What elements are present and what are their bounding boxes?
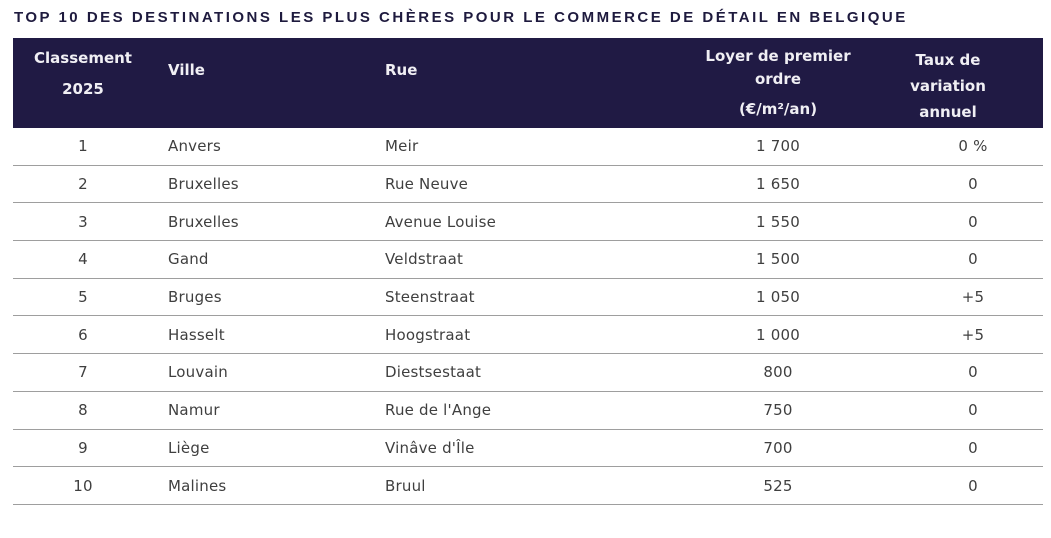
table-row: 4 Gand Veldstraat 1 500 0 bbox=[13, 241, 1043, 279]
cell-rank: 10 bbox=[73, 476, 93, 495]
cell-variation: 0 bbox=[968, 250, 978, 269]
cell-rank: 6 bbox=[78, 325, 88, 344]
cell-street: Avenue Louise bbox=[385, 212, 497, 231]
cell-rent: 525 bbox=[763, 476, 793, 495]
cell-city: Gand bbox=[168, 250, 209, 269]
cell-street: Meir bbox=[385, 137, 419, 156]
page: TOP 10 DES DESTINATIONS LES PLUS CHÈRES … bbox=[0, 9, 1051, 505]
table-row: 6 Hasselt Hoogstraat 1 000 +5 bbox=[13, 316, 1043, 355]
col-header-classement-line2: 2025 bbox=[62, 80, 104, 98]
table-row: 1 Anvers Meir 1 700 0 % bbox=[13, 128, 1043, 166]
cell-variation: +5 bbox=[961, 288, 985, 307]
cell-city: Bruxelles bbox=[168, 212, 239, 231]
cell-rank: 9 bbox=[78, 438, 88, 457]
cell-rent: 700 bbox=[763, 438, 793, 457]
cell-variation: 0 % bbox=[958, 137, 988, 156]
cell-city: Bruxelles bbox=[168, 175, 239, 194]
cell-variation: 0 bbox=[968, 175, 978, 194]
col-header-classement: Classement 2025 bbox=[13, 38, 153, 128]
table-row: 7 Louvain Diestsestaat 800 0 bbox=[13, 354, 1043, 392]
cell-variation: 0 bbox=[968, 476, 978, 495]
cell-street: Vinâve d'Île bbox=[385, 438, 475, 457]
cell-street: Diestsestaat bbox=[385, 363, 482, 382]
col-header-taux: Taux de variation annuel bbox=[903, 38, 1043, 128]
col-header-rue-label: Rue bbox=[385, 61, 418, 79]
cell-rank: 4 bbox=[78, 250, 88, 269]
cell-rank: 7 bbox=[78, 363, 88, 382]
table-row: 8 Namur Rue de l'Ange 750 0 bbox=[13, 391, 1043, 430]
table-row: 10 Malines Bruul 525 0 bbox=[13, 467, 1043, 505]
col-header-classement-line1: Classement bbox=[34, 49, 132, 67]
cell-rank: 5 bbox=[78, 288, 88, 307]
cell-street: Steenstraat bbox=[385, 288, 475, 307]
col-header-ville-label: Ville bbox=[168, 61, 205, 79]
cell-rent: 800 bbox=[763, 363, 793, 382]
cell-city: Malines bbox=[168, 476, 227, 495]
col-header-rue: Rue bbox=[368, 38, 653, 128]
table-header-row: Classement 2025 Ville Rue Loyer de premi… bbox=[13, 38, 1043, 128]
cell-street: Veldstraat bbox=[385, 250, 464, 269]
cell-variation: +5 bbox=[961, 325, 985, 344]
col-header-loyer: Loyer de premier ordre (€/m²/an) bbox=[653, 38, 903, 128]
cell-street: Rue de l'Ange bbox=[385, 401, 492, 420]
cell-city: Namur bbox=[168, 401, 220, 420]
cell-city: Hasselt bbox=[168, 325, 225, 344]
cell-rank: 1 bbox=[78, 137, 88, 156]
cell-rent: 1 050 bbox=[756, 288, 800, 307]
cell-rent: 1 650 bbox=[756, 175, 800, 194]
cell-rent: 1 700 bbox=[756, 137, 800, 156]
cell-city: Liège bbox=[168, 438, 210, 457]
cell-rank: 3 bbox=[78, 212, 88, 231]
cell-rent: 1 500 bbox=[756, 250, 800, 269]
table-row: 2 Bruxelles Rue Neuve 1 650 0 bbox=[13, 165, 1043, 204]
cell-city: Louvain bbox=[168, 363, 228, 382]
cell-city: Anvers bbox=[168, 137, 222, 156]
col-header-ville: Ville bbox=[153, 38, 368, 128]
col-header-loyer-label: Loyer de premier ordre bbox=[705, 47, 851, 88]
cell-variation: 0 bbox=[968, 401, 978, 420]
cell-street: Bruul bbox=[385, 476, 426, 495]
cell-variation: 0 bbox=[968, 438, 978, 457]
table-row: 3 Bruxelles Avenue Louise 1 550 0 bbox=[13, 203, 1043, 242]
cell-rent: 1 550 bbox=[756, 212, 800, 231]
cell-city: Bruges bbox=[168, 288, 222, 307]
page-title: TOP 10 DES DESTINATIONS LES PLUS CHÈRES … bbox=[14, 9, 908, 26]
col-header-loyer-unit: (€/m²/an) bbox=[738, 100, 818, 118]
top10-rent-table: Classement 2025 Ville Rue Loyer de premi… bbox=[13, 38, 1043, 505]
cell-rank: 2 bbox=[78, 175, 88, 194]
table-body: 1 Anvers Meir 1 700 0 % 2 Bruxelles Rue … bbox=[13, 128, 1043, 505]
cell-street: Hoogstraat bbox=[385, 325, 471, 344]
col-header-taux-label: Taux de variation annuel bbox=[910, 51, 986, 121]
cell-variation: 0 bbox=[968, 212, 978, 231]
table-row: 5 Bruges Steenstraat 1 050 +5 bbox=[13, 278, 1043, 317]
cell-rent: 750 bbox=[763, 401, 793, 420]
cell-variation: 0 bbox=[968, 363, 978, 382]
cell-rent: 1 000 bbox=[756, 325, 800, 344]
cell-rank: 8 bbox=[78, 401, 88, 420]
cell-street: Rue Neuve bbox=[385, 175, 469, 194]
table-row: 9 Liège Vinâve d'Île 700 0 bbox=[13, 429, 1043, 468]
